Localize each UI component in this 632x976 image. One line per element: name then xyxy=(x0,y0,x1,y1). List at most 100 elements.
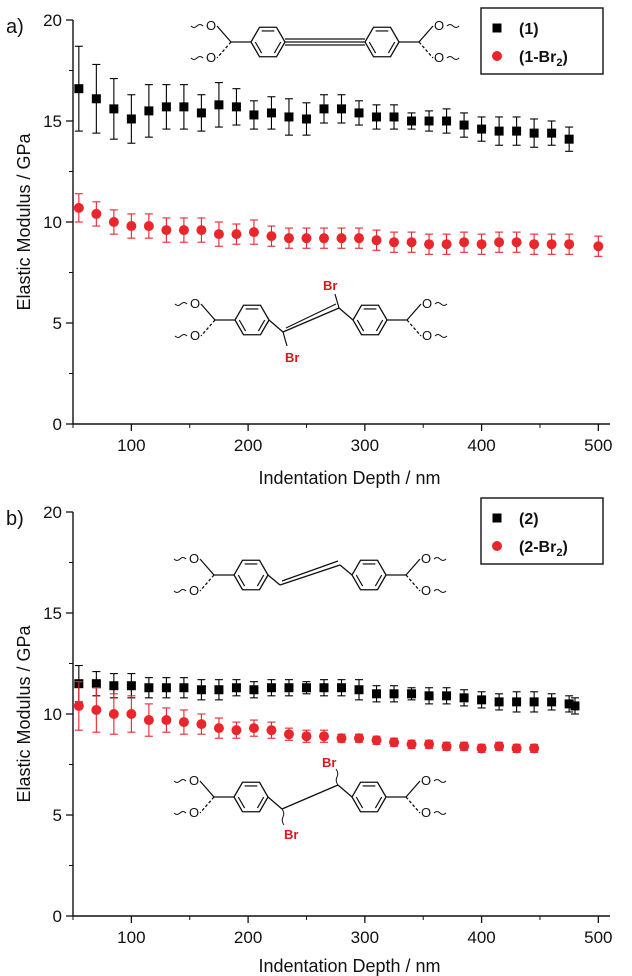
chain-bond xyxy=(268,319,284,333)
data-point-circle xyxy=(406,739,417,750)
data-point-square xyxy=(442,116,452,126)
data-point-circle xyxy=(213,229,224,240)
data-point-square xyxy=(372,689,382,699)
carboxyl-bond xyxy=(216,41,232,59)
data-point-square xyxy=(249,685,259,695)
data-point-circle xyxy=(73,202,84,213)
data-point-square xyxy=(512,126,522,136)
data-point-square xyxy=(337,683,346,693)
wavy-bond xyxy=(434,334,448,338)
data-point-circle xyxy=(178,225,189,236)
benzene-ring xyxy=(234,304,270,336)
legend-label-main: (1-Br xyxy=(519,49,556,66)
data-point-square xyxy=(144,106,154,116)
benzene-ring xyxy=(233,559,269,591)
data-point-square xyxy=(494,126,504,136)
data-point-square xyxy=(196,108,206,118)
data-point-circle xyxy=(529,743,540,754)
bromine-label: Br xyxy=(322,755,336,770)
legend-label: (2-Br2) xyxy=(519,539,568,559)
wavy-bond xyxy=(190,56,204,60)
data-point-circle xyxy=(564,239,575,250)
x-tick-label: 200 xyxy=(234,928,262,947)
series-1 xyxy=(73,681,540,754)
data-point-circle xyxy=(494,741,505,752)
ring-double-bond xyxy=(237,796,246,809)
carboxyl-bond xyxy=(199,558,215,576)
data-point-circle xyxy=(476,743,487,754)
data-point-square xyxy=(494,697,504,707)
data-point-circle xyxy=(459,237,470,248)
data-point-square xyxy=(214,100,224,110)
series-0 xyxy=(74,45,574,152)
molecule-structure-bottom: O O O O Br Br xyxy=(173,755,447,842)
benzene-ring xyxy=(351,559,387,591)
data-point-square xyxy=(319,683,329,693)
data-point-square xyxy=(231,683,241,693)
bromine-label: Br xyxy=(323,278,337,293)
data-point-square xyxy=(109,104,119,114)
data-point-square xyxy=(459,120,469,130)
carboxyl-bond xyxy=(200,303,216,321)
carboxyl-bond xyxy=(418,25,434,43)
data-point-square xyxy=(424,116,434,126)
wavy-bond xyxy=(433,811,447,815)
ring-double-bond xyxy=(256,796,265,809)
carboxyl-bond xyxy=(405,574,421,592)
wavy-bond xyxy=(446,56,460,60)
data-point-circle xyxy=(318,233,329,244)
data-point-circle xyxy=(336,733,347,744)
ring-double-bond xyxy=(256,574,265,587)
benzene-ring xyxy=(352,304,388,336)
data-point-circle xyxy=(91,208,102,219)
wavy-stereo-bond xyxy=(335,768,339,786)
data-point-square xyxy=(91,679,101,689)
data-point-circle xyxy=(143,715,154,726)
data-point-circle xyxy=(126,221,137,232)
data-point-square xyxy=(512,697,522,707)
benzene-ring xyxy=(364,26,400,58)
data-point-circle xyxy=(406,237,417,248)
data-point-square xyxy=(179,683,189,693)
data-point-square xyxy=(266,108,276,118)
chain-bond xyxy=(267,796,283,810)
data-point-circle xyxy=(196,225,207,236)
oxygen-label: O xyxy=(421,551,431,566)
data-point-square xyxy=(477,695,487,705)
data-point-circle xyxy=(161,225,172,236)
y-tick-label: 5 xyxy=(53,314,62,333)
wavy-bond xyxy=(433,779,447,783)
data-point-square xyxy=(266,683,276,693)
data-point-square xyxy=(126,114,136,124)
ring-double-bond xyxy=(254,41,263,54)
carboxyl-bond xyxy=(418,41,434,59)
legend-marker-circle xyxy=(492,541,502,551)
data-point-circle xyxy=(301,731,312,742)
chain-bond xyxy=(337,784,353,798)
oxygen-label: O xyxy=(421,773,431,788)
vinyl-bond xyxy=(267,574,281,586)
data-point-square xyxy=(564,699,574,709)
legend-label-subscript: 2 xyxy=(556,57,562,69)
y-tick-label: 15 xyxy=(43,112,62,131)
legend: (1) (1-Br2) xyxy=(480,7,604,75)
data-point-circle xyxy=(529,239,540,250)
carboxyl-bond xyxy=(200,319,216,337)
central-bond xyxy=(282,307,340,333)
data-point-circle xyxy=(546,239,557,250)
data-point-circle xyxy=(266,231,277,242)
series-1 xyxy=(73,193,604,257)
data-point-circle xyxy=(354,733,365,744)
data-point-square xyxy=(91,94,101,104)
x-tick-label: 400 xyxy=(467,928,495,947)
data-point-square xyxy=(231,102,241,112)
wavy-bond xyxy=(433,557,447,561)
vinyl-bond xyxy=(339,564,353,576)
plot-area xyxy=(73,512,610,916)
data-point-square xyxy=(126,681,136,691)
wavy-bond xyxy=(173,779,187,783)
legend-marker-square xyxy=(492,23,502,33)
data-point-square xyxy=(547,128,557,138)
carboxyl-bond xyxy=(405,558,421,576)
y-tick-label: 20 xyxy=(43,11,62,30)
